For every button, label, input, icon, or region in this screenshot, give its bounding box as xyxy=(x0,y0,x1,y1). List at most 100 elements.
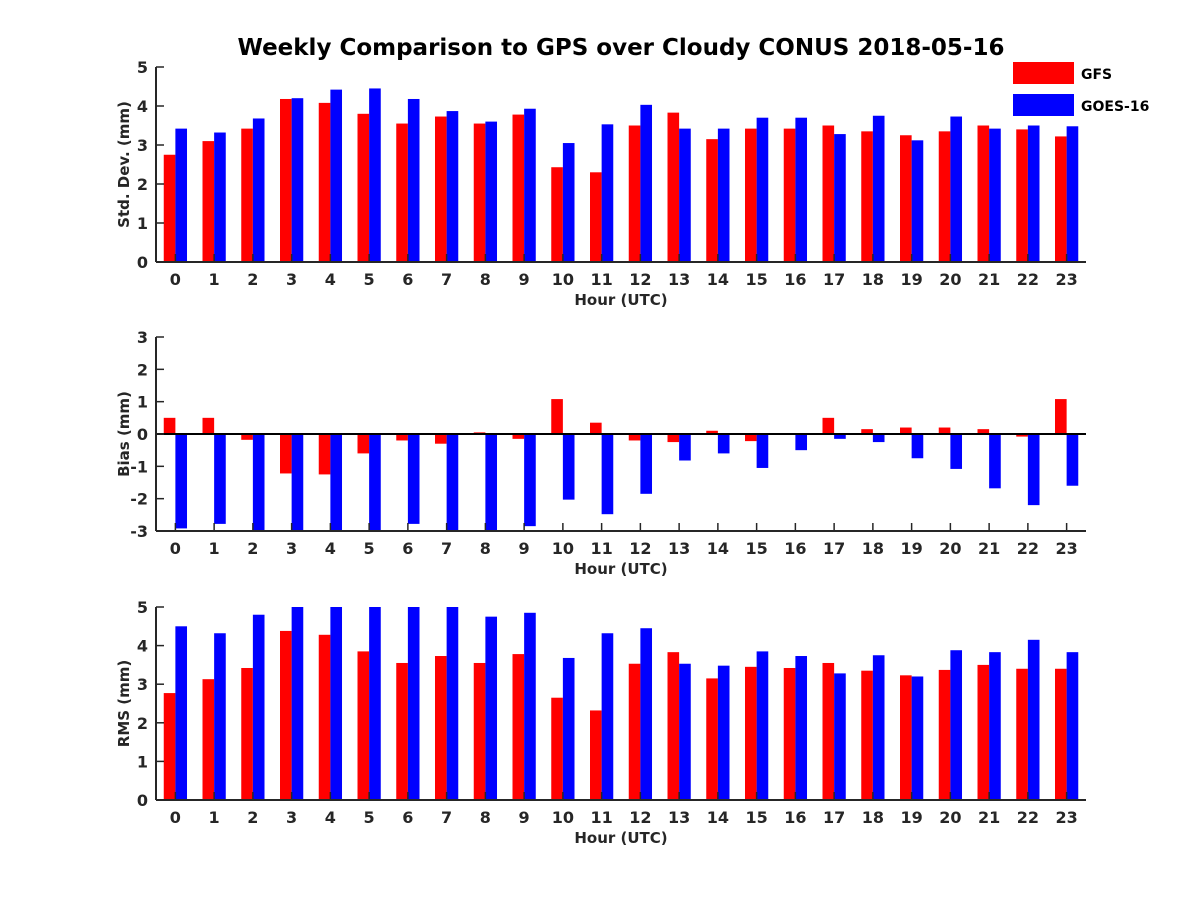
bias-ytick-label: 3 xyxy=(137,328,148,347)
rms-bar-gfs-10 xyxy=(551,697,563,800)
std-dev-bar-goes16-3 xyxy=(291,98,304,262)
std-dev-bar-goes16-14 xyxy=(717,128,730,262)
rms-xtick-label: 22 xyxy=(1017,808,1039,827)
rms-bar-gfs-13 xyxy=(667,652,680,800)
std-dev-bar-goes16-8 xyxy=(485,121,498,262)
bias-ytick-label: 2 xyxy=(137,360,148,379)
legend-label-gfs: GFS xyxy=(1081,67,1112,83)
rms-xtick-label: 15 xyxy=(745,808,767,827)
rms-bar-goes16-3 xyxy=(291,607,304,800)
std-dev-bar-gfs-9 xyxy=(512,114,525,262)
std-dev-bar-gfs-18 xyxy=(861,131,873,262)
bias-xtick-label: 18 xyxy=(862,539,884,558)
rms-bar-gfs-9 xyxy=(512,654,525,800)
bias-bar-goes16-12 xyxy=(640,434,653,494)
bias-xtick-label: 6 xyxy=(402,539,413,558)
rms-xtick-label: 14 xyxy=(707,808,729,827)
bias-ytick-label: 1 xyxy=(137,393,148,412)
rms-bar-gfs-23 xyxy=(1055,668,1067,800)
legend-swatch-goes16 xyxy=(1013,94,1074,116)
bias-bar-goes16-9 xyxy=(524,434,536,527)
bias-xtick-label: 1 xyxy=(209,539,220,558)
rms-bar-gfs-17 xyxy=(822,662,835,800)
rms-bar-goes16-5 xyxy=(369,607,381,800)
std-dev-bar-goes16-17 xyxy=(834,134,846,262)
std-dev-bar-goes16-18 xyxy=(872,115,885,262)
bias-bar-goes16-16 xyxy=(795,434,808,451)
std-dev-xtick-label: 7 xyxy=(441,270,452,289)
rms-bar-gfs-22 xyxy=(1016,668,1028,800)
std-dev-bar-gfs-5 xyxy=(357,113,370,262)
bias-bar-gfs-9 xyxy=(512,434,525,439)
bias-xtick-label: 23 xyxy=(1055,539,1077,558)
rms-bar-gfs-0 xyxy=(163,693,176,800)
rms-xtick-label: 1 xyxy=(209,808,220,827)
bias-bar-goes16-18 xyxy=(872,434,885,443)
bias-xtick-label: 20 xyxy=(939,539,961,558)
bias-bar-goes16-4 xyxy=(330,434,343,531)
rms-ytick-label: 5 xyxy=(137,598,148,617)
std-dev-ylabel: Std. Dev. (mm) xyxy=(115,101,133,228)
std-dev-bar-goes16-6 xyxy=(407,98,420,262)
std-dev-ytick-label: 3 xyxy=(137,136,148,155)
std-dev-xtick-label: 1 xyxy=(209,270,220,289)
std-dev-bar-goes16-13 xyxy=(679,128,691,262)
bias-xtick-label: 15 xyxy=(745,539,767,558)
bias-bar-goes16-15 xyxy=(756,434,769,468)
bias-bar-goes16-3 xyxy=(291,434,304,531)
rms-ytick-label: 2 xyxy=(137,714,148,733)
bias-bar-gfs-21 xyxy=(977,429,990,434)
rms-bar-goes16-7 xyxy=(446,607,459,800)
std-dev-xlabel: Hour (UTC) xyxy=(574,291,667,309)
legend: GFS GOES-16 xyxy=(1013,62,1149,116)
rms-bar-gfs-1 xyxy=(202,679,215,800)
std-dev-bar-gfs-0 xyxy=(163,154,176,262)
bias-bar-goes16-0 xyxy=(175,434,188,529)
bias-bar-goes16-10 xyxy=(562,434,575,500)
rms-bar-gfs-2 xyxy=(241,667,253,800)
std-dev-bar-gfs-16 xyxy=(783,128,796,262)
std-dev-xtick-label: 23 xyxy=(1055,270,1077,289)
bias-ytick-label: -2 xyxy=(130,490,148,509)
std-dev-xtick-label: 20 xyxy=(939,270,961,289)
rms-xtick-label: 6 xyxy=(402,808,413,827)
bias-bar-goes16-8 xyxy=(485,434,498,531)
bias-ytick-label: -3 xyxy=(130,522,148,541)
rms-xtick-label: 7 xyxy=(441,808,452,827)
std-dev-bar-gfs-3 xyxy=(280,98,292,262)
std-dev-ytick-label: 0 xyxy=(137,253,148,272)
std-dev-xtick-label: 8 xyxy=(480,270,491,289)
rms-xtick-label: 8 xyxy=(480,808,491,827)
rms-xtick-label: 4 xyxy=(325,808,336,827)
bias-bar-goes16-7 xyxy=(446,434,459,531)
std-dev-bar-gfs-10 xyxy=(551,167,563,262)
rms-bar-goes16-23 xyxy=(1066,652,1079,800)
bias-bar-goes16-22 xyxy=(1027,434,1040,506)
rms-xtick-label: 9 xyxy=(519,808,530,827)
std-dev-xtick-label: 4 xyxy=(325,270,336,289)
rms-bar-goes16-11 xyxy=(601,633,614,800)
std-dev-bar-goes16-9 xyxy=(524,108,536,262)
std-dev-bar-goes16-19 xyxy=(911,140,924,262)
legend-swatch-gfs xyxy=(1013,62,1074,84)
bias-bar-goes16-1 xyxy=(214,434,226,524)
std-dev-xtick-label: 2 xyxy=(247,270,258,289)
rms-bar-goes16-20 xyxy=(950,650,963,800)
bias-bar-goes16-17 xyxy=(834,434,846,439)
std-dev-bar-goes16-22 xyxy=(1027,125,1040,262)
rms-bar-goes16-14 xyxy=(717,665,730,800)
rms-ytick-label: 4 xyxy=(137,637,148,656)
rms-bar-gfs-7 xyxy=(435,656,447,800)
std-dev-xtick-label: 5 xyxy=(364,270,375,289)
bias-xtick-label: 3 xyxy=(286,539,297,558)
rms-bar-gfs-19 xyxy=(900,675,912,800)
bias-xtick-label: 2 xyxy=(247,539,258,558)
bias-xtick-label: 19 xyxy=(900,539,922,558)
rms-bar-goes16-2 xyxy=(252,614,265,800)
bias-bar-goes16-19 xyxy=(911,434,924,459)
std-dev-xtick-label: 15 xyxy=(745,270,767,289)
bias-bar-goes16-23 xyxy=(1066,434,1079,486)
rms-bar-gfs-16 xyxy=(783,667,796,800)
bias-xtick-label: 17 xyxy=(823,539,845,558)
